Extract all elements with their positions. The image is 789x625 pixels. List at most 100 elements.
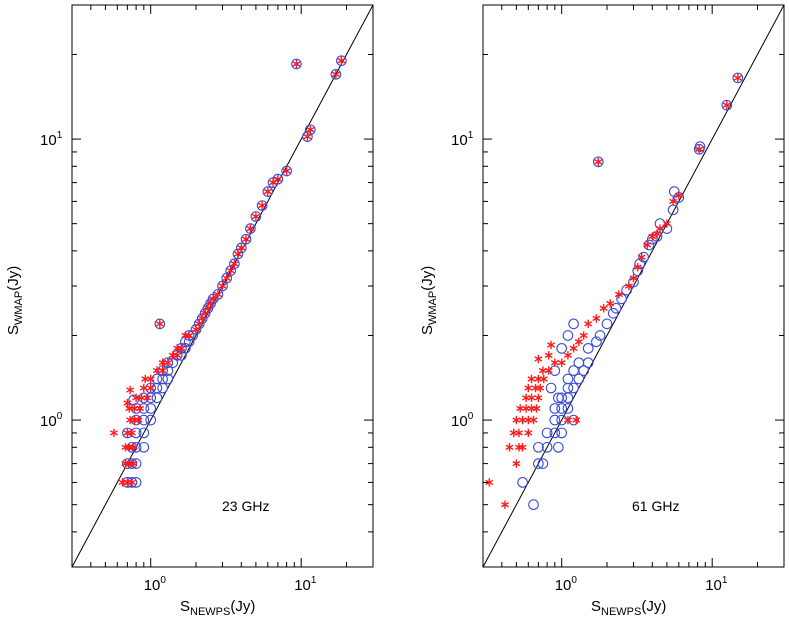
data-point-asterisk xyxy=(733,73,742,83)
y-tick-label: 101 xyxy=(40,130,63,149)
x-tick-label: 100 xyxy=(144,575,167,594)
data-point-asterisk xyxy=(536,383,545,393)
data-point-circle xyxy=(667,204,679,216)
data-point-asterisk xyxy=(143,393,152,403)
data-point-asterisk xyxy=(722,100,731,110)
data-point-asterisk xyxy=(134,415,143,425)
data-point-asterisk xyxy=(509,428,518,438)
data-point-circle xyxy=(229,258,240,270)
data-point-circle xyxy=(151,382,163,394)
data-point-circle xyxy=(592,156,604,168)
series-asterisks xyxy=(485,73,742,509)
data-point-asterisk xyxy=(544,351,553,360)
data-point-circle xyxy=(556,392,568,404)
data-point-asterisk xyxy=(629,273,638,283)
data-point-circle xyxy=(552,441,564,453)
data-point-asterisk xyxy=(512,415,521,425)
data-point-asterisk xyxy=(614,290,623,299)
data-point-circle xyxy=(154,318,166,330)
data-point-circle xyxy=(549,365,561,376)
data-point-circle xyxy=(562,403,574,414)
data-point-asterisk xyxy=(233,249,242,259)
data-point-circle xyxy=(245,223,256,234)
data-point-asterisk xyxy=(674,191,683,200)
data-point-circle xyxy=(556,342,568,354)
data-point-asterisk xyxy=(695,145,704,154)
data-point-asterisk xyxy=(126,385,135,395)
data-point-asterisk xyxy=(539,374,548,384)
data-point-asterisk xyxy=(303,132,312,141)
data-point-asterisk xyxy=(501,500,509,509)
data-point-asterisk xyxy=(118,478,127,487)
x-axis-label: SNEWPS(Jy) xyxy=(591,598,666,618)
data-point-asterisk xyxy=(123,398,132,408)
data-point-asterisk xyxy=(209,294,218,304)
data-point-circle xyxy=(541,441,553,453)
data-point-asterisk xyxy=(569,344,578,353)
frequency-annotation: 61 GHz xyxy=(632,498,679,514)
data-point-circle xyxy=(262,186,274,197)
data-point-circle xyxy=(151,373,163,385)
series-circles xyxy=(122,55,347,488)
data-point-asterisk xyxy=(531,383,540,393)
data-point-asterisk xyxy=(337,56,346,65)
data-point-circle xyxy=(533,441,544,453)
data-point-asterisk xyxy=(518,415,527,425)
data-point-asterisk xyxy=(146,383,155,393)
data-point-asterisk xyxy=(572,415,581,425)
data-point-circle xyxy=(212,289,224,300)
data-point-asterisk xyxy=(136,404,145,413)
y-tick-label: 101 xyxy=(451,130,474,149)
data-point-circle xyxy=(578,365,590,376)
data-point-circle xyxy=(330,68,342,80)
data-point-asterisk xyxy=(522,393,531,403)
data-point-circle xyxy=(549,414,561,426)
data-point-asterisk xyxy=(269,178,278,187)
data-point-asterisk xyxy=(218,281,227,291)
data-point-circle xyxy=(545,382,557,394)
data-point-circle xyxy=(556,414,568,426)
data-point-circle xyxy=(336,55,347,67)
data-point-circle xyxy=(517,477,528,488)
data-point-circle xyxy=(549,403,561,414)
data-point-circle xyxy=(291,58,302,70)
data-point-asterisk xyxy=(158,358,167,367)
data-point-asterisk xyxy=(532,404,541,413)
x-tick-label: 101 xyxy=(294,575,317,594)
data-point-asterisk xyxy=(592,314,601,323)
x-tick-label: 101 xyxy=(705,575,728,594)
data-point-asterisk xyxy=(127,478,136,487)
y-tick-label: 100 xyxy=(451,411,474,430)
data-point-circle xyxy=(533,458,544,469)
x-tick-label: 100 xyxy=(555,575,578,594)
data-point-circle xyxy=(157,382,168,394)
data-point-asterisk xyxy=(146,374,155,384)
data-point-asterisk xyxy=(625,281,633,291)
chart-panel-61ghz: 100 101 100 101 61 GHz SNEWPS(Jy) SWMAP(Jy) xyxy=(419,4,785,618)
data-point-asterisk xyxy=(534,354,543,364)
data-point-circle xyxy=(199,307,211,319)
data-point-asterisk xyxy=(563,415,572,425)
data-point-circle xyxy=(562,330,574,341)
data-point-asterisk xyxy=(662,219,671,228)
data-point-circle xyxy=(616,293,627,305)
data-point-asterisk xyxy=(527,393,536,403)
data-point-circle xyxy=(562,382,574,394)
data-point-asterisk xyxy=(141,374,150,384)
data-point-asterisk xyxy=(177,344,186,353)
data-point-circle xyxy=(537,458,549,469)
data-point-circle xyxy=(582,342,594,354)
data-point-asterisk xyxy=(522,404,531,413)
data-point-asterisk xyxy=(331,70,340,79)
data-point-asterisk xyxy=(129,459,138,468)
data-point-asterisk xyxy=(606,299,615,308)
data-point-asterisk xyxy=(529,415,538,425)
data-point-asterisk xyxy=(155,319,164,329)
data-point-asterisk xyxy=(538,366,547,375)
data-point-circle xyxy=(190,324,202,335)
data-point-asterisk xyxy=(594,157,603,167)
data-point-asterisk xyxy=(242,235,251,244)
data-point-circle xyxy=(591,336,602,348)
data-point-asterisk xyxy=(574,337,583,346)
